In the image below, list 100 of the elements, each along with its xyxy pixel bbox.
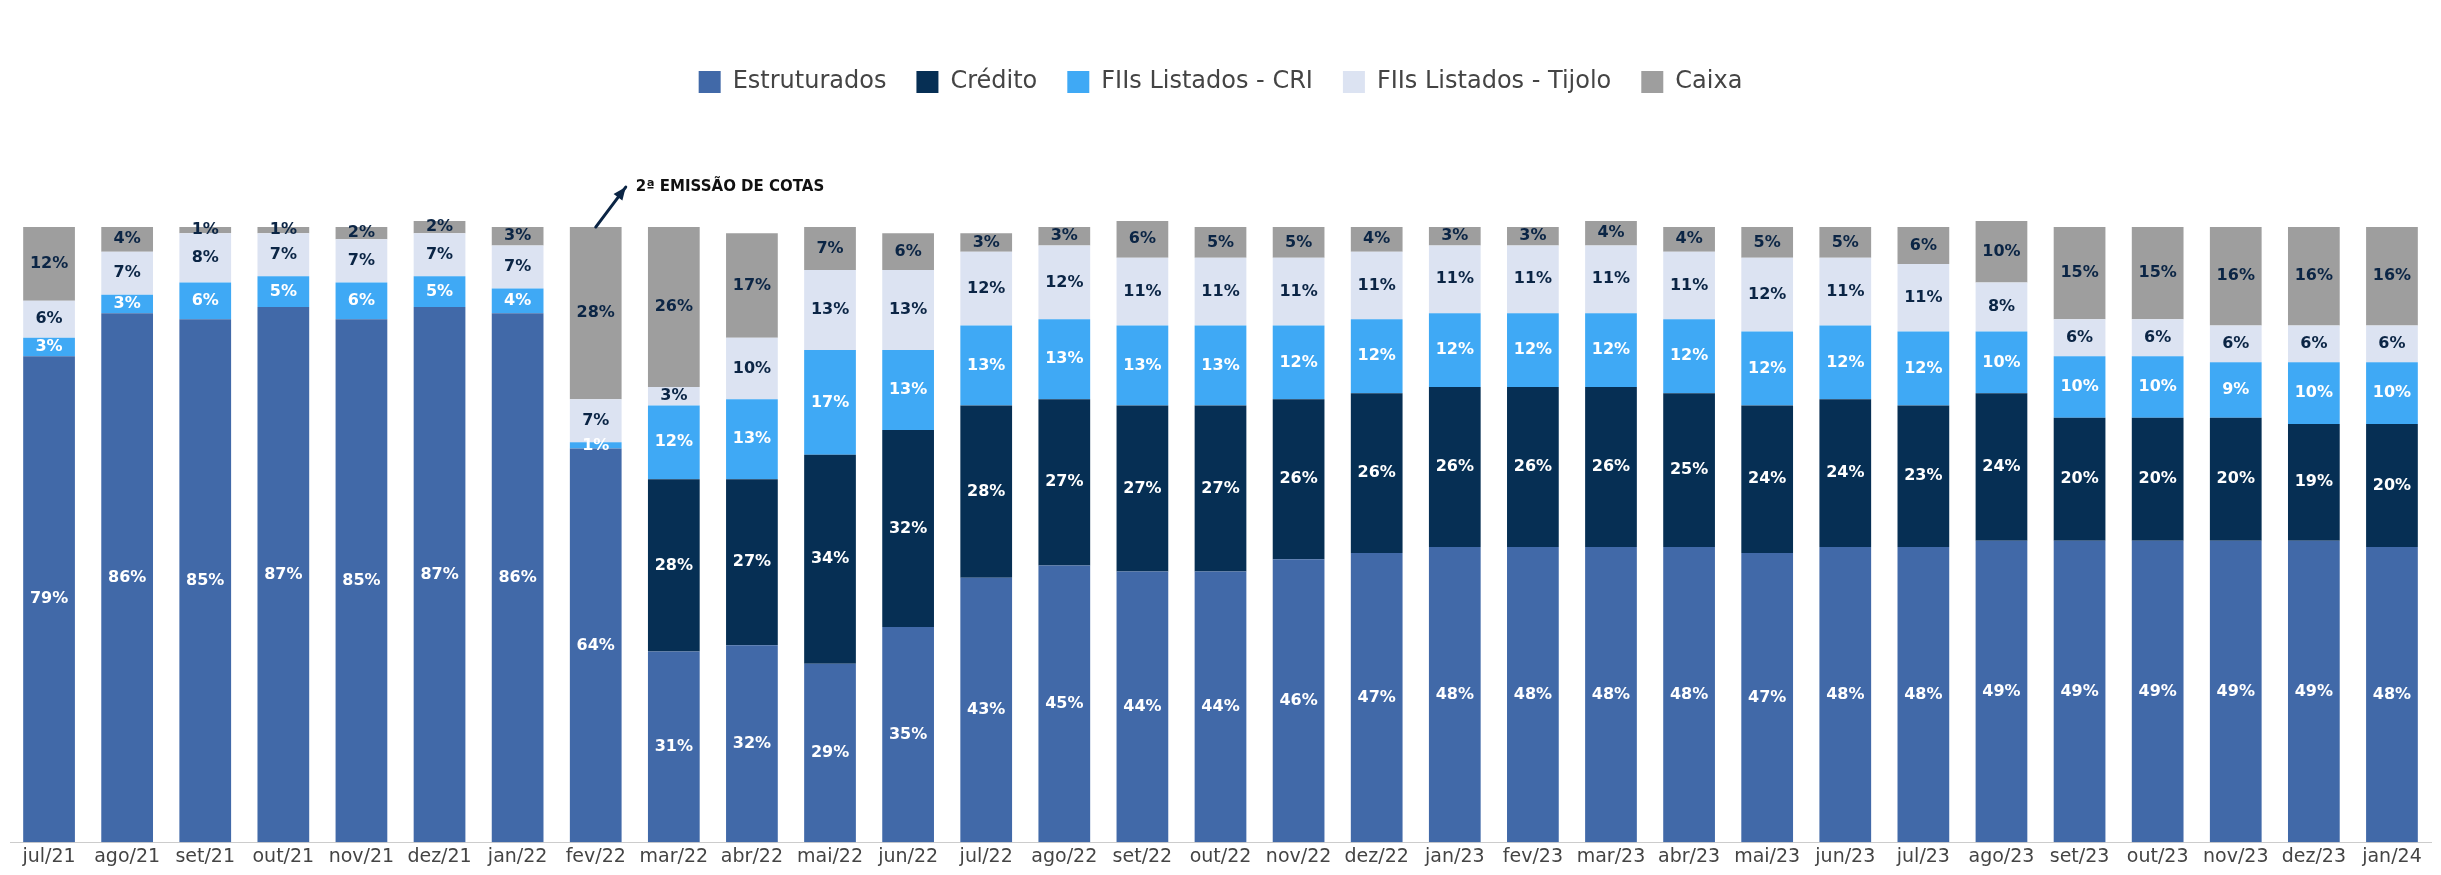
- bar: [1350, 393, 1403, 554]
- data-label: 12%: [1591, 339, 1631, 359]
- data-label: 31%: [654, 736, 693, 756]
- x-tick-label: ago/23: [1968, 843, 2035, 866]
- bar: [2209, 540, 2262, 843]
- data-label: 32%: [888, 517, 928, 537]
- bar: [1897, 263, 1950, 332]
- bar: [804, 454, 856, 664]
- bar: [101, 313, 154, 843]
- data-label: 7%: [504, 256, 532, 276]
- bar: [23, 356, 75, 843]
- bar: [1272, 559, 1325, 843]
- bar: [569, 448, 622, 843]
- data-label: 12%: [654, 431, 693, 451]
- data-label: 49%: [2294, 680, 2333, 700]
- bar: [726, 479, 778, 646]
- bar: [23, 227, 75, 301]
- bar: [1741, 257, 1794, 332]
- data-label: 48%: [1591, 683, 1631, 703]
- data-label: 4%: [1597, 222, 1625, 242]
- data-label: 10%: [1982, 351, 2021, 371]
- x-tick-label: jul/22: [958, 843, 1013, 866]
- data-label: 12%: [29, 253, 69, 273]
- bar: [1975, 540, 2028, 843]
- data-label: 13%: [888, 299, 928, 319]
- data-label: 6%: [2300, 333, 2328, 353]
- data-label: 87%: [420, 563, 459, 583]
- bar: [1819, 399, 1872, 547]
- data-label: 13%: [1045, 348, 1084, 368]
- x-tick-label: jan/22: [486, 843, 548, 866]
- bar: [1194, 325, 1247, 406]
- data-label: 12%: [1904, 357, 1943, 377]
- bar: [1819, 257, 1872, 326]
- bar: [2287, 325, 2340, 363]
- data-label: 8%: [1987, 296, 2016, 316]
- data-label: 5%: [425, 280, 454, 300]
- data-label: 15%: [2060, 262, 2099, 282]
- data-label: 17%: [732, 274, 772, 294]
- bar: [882, 430, 934, 627]
- x-tick-label: dez/22: [1344, 843, 1409, 866]
- data-label: 20%: [2138, 468, 2177, 488]
- data-label: 11%: [1201, 280, 1240, 300]
- data-label: 29%: [810, 742, 850, 762]
- data-label: 11%: [1279, 280, 1318, 300]
- x-tick-label: jul/23: [1895, 843, 1950, 866]
- data-label: 27%: [732, 551, 772, 571]
- data-label: 10%: [2060, 376, 2099, 396]
- data-label: 4%: [113, 228, 141, 248]
- bar: [960, 577, 1013, 843]
- bar: [491, 245, 544, 289]
- bar: [1507, 313, 1559, 387]
- bar: [726, 645, 778, 843]
- legend-label: Crédito: [950, 66, 1038, 95]
- data-label: 13%: [967, 354, 1006, 374]
- data-label: 26%: [1513, 456, 1553, 476]
- bar: [413, 307, 466, 843]
- data-label: 12%: [1748, 357, 1787, 377]
- data-label: 45%: [1045, 692, 1084, 712]
- x-tick-label: mai/23: [1734, 843, 1801, 866]
- data-label: 6%: [2222, 333, 2250, 353]
- data-label: 12%: [1826, 351, 1865, 371]
- bar: [726, 233, 778, 338]
- data-label: 24%: [1748, 468, 1787, 488]
- bar: [2053, 540, 2106, 843]
- bar: [101, 251, 154, 295]
- x-tick-label: abr/23: [1658, 843, 1721, 866]
- data-label: 16%: [2294, 265, 2333, 285]
- bar: [1428, 386, 1481, 547]
- bar: [2209, 417, 2262, 541]
- bar: [1194, 257, 1247, 326]
- data-label: 3%: [113, 293, 141, 313]
- bar: [179, 233, 232, 283]
- data-label: 5%: [1285, 231, 1313, 251]
- bar: [960, 325, 1013, 406]
- data-label: 28%: [967, 480, 1006, 500]
- x-tick-label: dez/21: [407, 843, 472, 866]
- bar: [1663, 251, 1715, 320]
- data-label: 13%: [732, 428, 772, 448]
- data-label: 10%: [2372, 382, 2412, 402]
- bar: [1741, 331, 1794, 406]
- data-label: 7%: [269, 243, 297, 263]
- bar: [2131, 227, 2184, 320]
- bar: [726, 399, 778, 480]
- bar: [2287, 540, 2340, 843]
- bar: [2053, 227, 2106, 320]
- bar: [1272, 257, 1325, 326]
- data-label: 2%: [347, 222, 376, 242]
- data-label: 11%: [1435, 268, 1474, 288]
- data-label: 26%: [1357, 462, 1396, 482]
- bar: [2366, 362, 2418, 424]
- data-label: 3%: [660, 385, 688, 405]
- bar: [1428, 313, 1481, 387]
- data-label: 6%: [2065, 326, 2094, 346]
- bar: [1585, 546, 1637, 843]
- data-label: 43%: [967, 699, 1006, 719]
- data-label: 12%: [1748, 283, 1787, 303]
- data-label: 64%: [576, 634, 615, 654]
- data-label: 27%: [1123, 477, 1162, 497]
- data-label: 49%: [2216, 680, 2255, 700]
- data-label: 6%: [35, 308, 63, 328]
